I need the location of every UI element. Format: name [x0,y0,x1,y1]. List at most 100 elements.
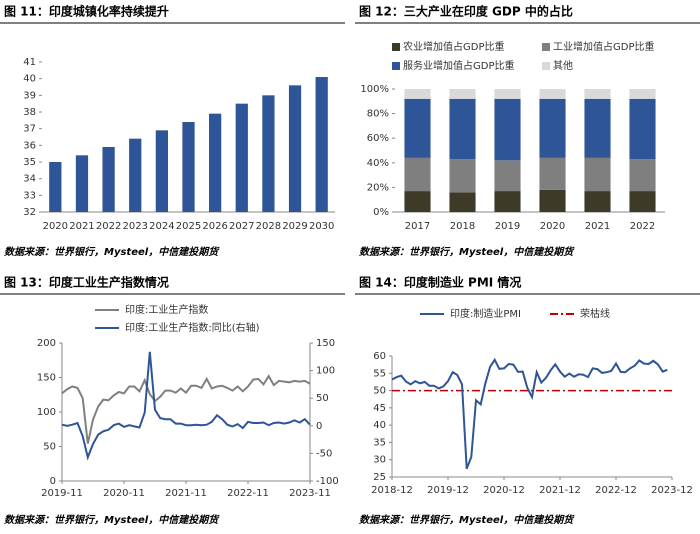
bar-segment [404,89,431,99]
y-tick-label: 34 [23,174,36,185]
legend-label: 服务业增加值占GDP比重 [403,59,514,72]
bar-segment [584,89,611,99]
bar [288,85,302,212]
bar-segment [449,98,476,160]
bar-segment [584,191,611,212]
y-tick-label: 40 [373,420,386,431]
bar [315,77,328,212]
y-tick-label: 55 [373,368,386,379]
x-tick-label: 2020 [540,221,565,232]
y-tick-label: 35 [23,157,36,168]
y-tick-label: 50 [43,442,56,453]
bar [155,130,168,212]
y-tick-label: 35 [373,437,386,448]
y-tick-label: 200 [37,338,56,349]
legend-label: 印度:工业生产指数:同比(右轴) [125,321,260,334]
y-tick-label: 150 [37,373,56,384]
y-tick-label: 37 [23,124,36,135]
bar-segment [449,159,476,193]
y-tick-label: 39 [23,90,36,101]
series-line [61,374,311,444]
legend-swatch [542,62,550,70]
y-tick-label: 40 [23,74,36,85]
bar-segment [404,98,431,158]
x-tick-label: 2027 [229,221,254,232]
y-tick-label: 60 [373,351,386,362]
bar-segment [404,157,431,192]
x-tick-label: 2021 [69,221,94,232]
y-tick-label: 100% [360,84,389,95]
x-tick-label: 2020-11 [103,488,145,499]
bar-segment [404,191,431,212]
bar [262,95,275,212]
y2-tick-label: 100 [316,366,335,377]
x-tick-label: 2021-11 [165,488,207,499]
bar-segment [629,89,656,99]
series-line [61,351,311,461]
y-tick-label: 50 [373,386,386,397]
y-tick-label: 80% [367,109,389,120]
bar-segment [629,159,656,192]
y2-tick-label: -100 [316,476,339,487]
figure-source: 数据来源：世界银行，Mysteel，中信建投期货 [359,514,575,526]
x-tick-label: 2017 [405,221,430,232]
x-tick-label: 2020-12 [483,485,525,496]
legend-swatch [392,62,400,70]
bar [182,122,195,212]
x-tick-label: 2022-11 [227,488,269,499]
legend-swatch [542,43,550,51]
bar [129,138,142,212]
figure-title: 图 14：印度制造业 PMI 情况 [359,275,521,290]
bar [102,147,115,212]
y-tick-label: 40% [367,158,389,169]
bar-segment [449,89,476,99]
y-tick-label: 36 [23,140,36,151]
y-tick-label: 32 [23,207,36,218]
legend-label: 农业增加值占GDP比重 [403,40,504,53]
bar-segment [584,157,611,192]
y-tick-label: 25 [373,472,386,483]
y-tick-label: 30 [373,455,386,466]
x-tick-label: 2018 [450,221,475,232]
bar [75,155,89,212]
x-tick-label: 2029 [282,221,307,232]
y2-tick-label: 50 [316,393,329,404]
figure-source: 数据来源：世界银行，Mysteel，中信建投期货 [4,246,220,258]
bar-segment [539,189,566,212]
figure-title: 图 12：三大产业在印度 GDP 中的占比 [359,4,573,19]
figure-source: 数据来源：世界银行，Mysteel，中信建投期货 [4,514,220,526]
y-tick-label: 41 [23,57,36,68]
y2-tick-label: 150 [316,338,335,349]
legend-label: 荣枯线 [580,307,610,320]
y-tick-label: 60% [367,133,389,144]
x-tick-label: 2019-12 [427,485,469,496]
x-tick-label: 2021-12 [539,485,581,496]
y-tick-label: 45 [373,403,386,414]
y-tick-label: 100 [37,407,56,418]
x-tick-label: 2025 [176,221,201,232]
bar-segment [494,191,521,212]
bar-segment [584,98,611,158]
bar [209,113,222,212]
x-tick-label: 2026 [202,221,227,232]
x-tick-label: 2019 [495,221,520,232]
x-tick-label: 2019-11 [41,488,83,499]
x-tick-label: 2023 [123,221,148,232]
legend-label: 印度:工业生产指数 [125,303,208,316]
figure-title: 图 11：印度城镇化率持续提升 [4,4,169,19]
legend-label: 其他 [553,59,573,72]
y-tick-label: 38 [23,107,36,118]
x-tick-label: 2023-11 [289,488,331,499]
bar [49,162,62,212]
legend-swatch [392,43,400,51]
x-tick-label: 2028 [256,221,281,232]
bar-segment [494,89,521,99]
bar-segment [449,192,476,212]
legend-label: 工业增加值占GDP比重 [553,40,654,53]
bar-segment [494,160,521,192]
x-tick-label: 2022 [630,221,655,232]
y-tick-label: 0 [50,476,56,487]
figure-title: 图 13：印度工业生产指数情况 [4,275,169,290]
y2-tick-label: 0 [316,421,322,432]
